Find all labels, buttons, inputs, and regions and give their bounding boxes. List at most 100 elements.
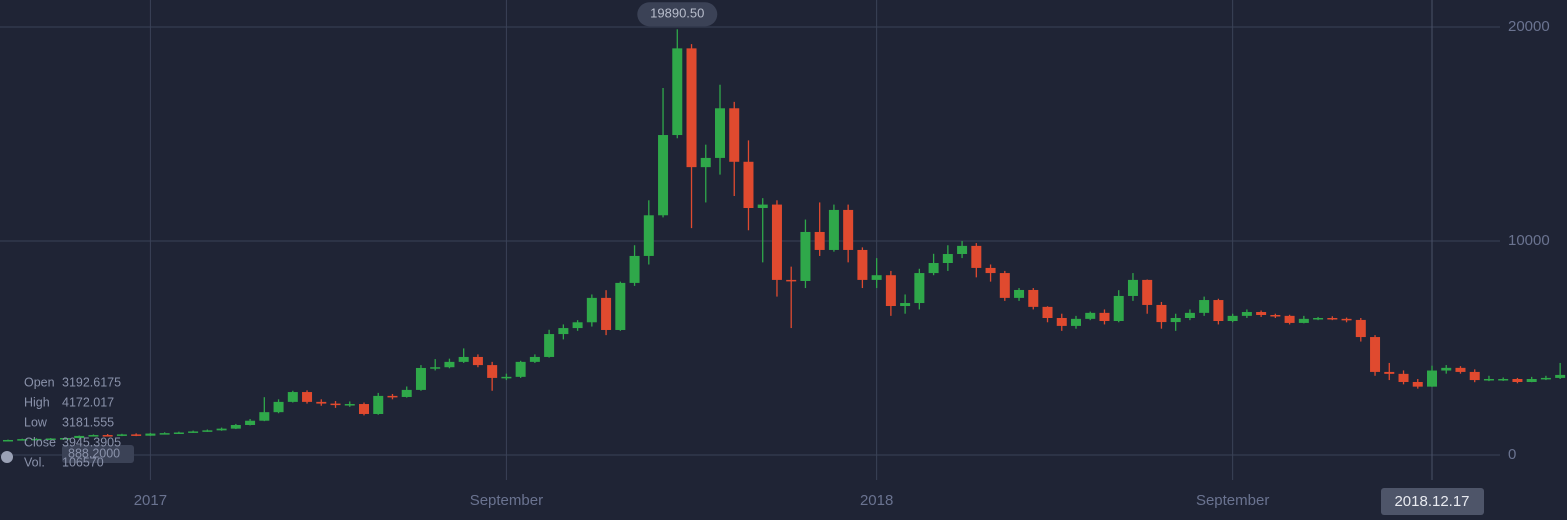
candle-body xyxy=(1156,304,1167,323)
x-tick-label: September xyxy=(470,492,543,509)
candle-body xyxy=(999,273,1010,298)
candle-body xyxy=(316,401,327,404)
candle-body xyxy=(1313,318,1324,320)
candle-body xyxy=(1227,315,1238,321)
candle-body xyxy=(814,231,825,250)
candle-body xyxy=(1455,367,1466,372)
candle-body xyxy=(1355,319,1366,338)
candle-body xyxy=(672,48,683,136)
y-tick-label: 0 xyxy=(1508,446,1516,463)
candle-body xyxy=(1327,318,1338,320)
candle-body xyxy=(1526,378,1537,382)
y-tick-label: 10000 xyxy=(1508,232,1550,249)
candle-body xyxy=(586,297,597,323)
candle-body xyxy=(757,204,768,209)
candle-body xyxy=(102,435,113,437)
candle-body xyxy=(202,430,213,432)
candle-body xyxy=(1427,370,1437,387)
candle-body xyxy=(700,157,711,168)
y-tick-label: 20000 xyxy=(1508,18,1550,35)
candle-body xyxy=(1540,377,1551,380)
candle-body xyxy=(843,209,854,250)
tooltip-key: Close xyxy=(24,435,56,449)
candle-body xyxy=(1256,312,1267,316)
candle-body xyxy=(1469,371,1480,381)
candle-body xyxy=(885,275,896,307)
candle-body xyxy=(615,282,626,330)
candle-body xyxy=(1142,279,1153,305)
candle-body xyxy=(415,367,426,390)
candle-body xyxy=(159,433,170,435)
candle-body xyxy=(245,420,256,426)
candle-body xyxy=(529,356,540,362)
candle-body xyxy=(287,392,298,402)
candle-body xyxy=(715,108,725,158)
max-label-box xyxy=(637,2,718,27)
tooltip-value: 3192.6175 xyxy=(62,375,121,389)
candle-body xyxy=(1555,374,1566,378)
tooltip-value: 3181.555 xyxy=(62,415,114,429)
candle-body xyxy=(302,392,313,402)
candle-body xyxy=(914,273,925,304)
candle-body xyxy=(216,428,227,431)
candle-body xyxy=(1113,295,1124,321)
candle-body xyxy=(17,439,28,441)
candle-body xyxy=(871,275,882,280)
candle-body xyxy=(458,356,469,362)
candle-body xyxy=(1170,318,1181,323)
candle-body xyxy=(601,297,612,330)
candle-body xyxy=(686,48,697,168)
max-label: 19890.50 xyxy=(650,6,704,21)
candle-body xyxy=(1498,378,1509,381)
tooltip-key: Vol. xyxy=(24,455,45,469)
candle-body xyxy=(3,439,13,442)
candle-body xyxy=(771,204,782,280)
crosshair-x-box xyxy=(1381,488,1484,515)
tooltip: 888.2000 Open 3192.6175 High 4172.017 Low 3181… xyxy=(24,375,134,469)
candle-body xyxy=(857,249,868,280)
candle-body xyxy=(444,361,455,368)
candle-body xyxy=(472,356,483,366)
candle-body xyxy=(88,435,99,437)
candle-body xyxy=(59,438,70,440)
candle-body xyxy=(1213,300,1224,321)
candle-body xyxy=(230,425,241,429)
candle-body xyxy=(743,161,754,209)
candle-body xyxy=(1042,306,1053,319)
candle-body xyxy=(572,322,583,329)
candle-body xyxy=(188,431,199,433)
candle-body xyxy=(330,403,341,406)
candle-body xyxy=(900,303,911,307)
candle-body xyxy=(116,434,127,436)
candle-body xyxy=(558,328,569,335)
candle-body xyxy=(1441,367,1452,371)
candle-body xyxy=(1056,318,1067,326)
x-tick-label: 2018 xyxy=(860,492,893,509)
candle-body xyxy=(1412,381,1423,387)
candle-body xyxy=(430,367,441,369)
tooltip-value: 106570 xyxy=(62,455,104,469)
candle-body xyxy=(1512,378,1523,382)
candle-body xyxy=(544,334,555,357)
tooltip-key: Low xyxy=(24,415,48,429)
candle-body xyxy=(1384,371,1395,374)
candle-body xyxy=(828,209,839,250)
candle-body xyxy=(1199,300,1210,313)
tooltip-y-box xyxy=(62,445,134,463)
candle-body xyxy=(501,376,512,379)
candle-body xyxy=(1085,312,1096,319)
candle-body xyxy=(1298,318,1309,323)
help-icon xyxy=(1,451,13,463)
candle-body xyxy=(1370,337,1381,372)
candle-body xyxy=(1028,289,1039,307)
candle-body xyxy=(45,438,56,440)
candle-body xyxy=(344,404,355,406)
candle-body xyxy=(359,404,369,414)
candle-body xyxy=(643,215,654,256)
candle-body xyxy=(273,401,284,413)
tooltip-key: High xyxy=(24,395,50,409)
candle-body xyxy=(1483,378,1494,381)
crosshair-y-label: 888.2000 xyxy=(68,446,120,460)
